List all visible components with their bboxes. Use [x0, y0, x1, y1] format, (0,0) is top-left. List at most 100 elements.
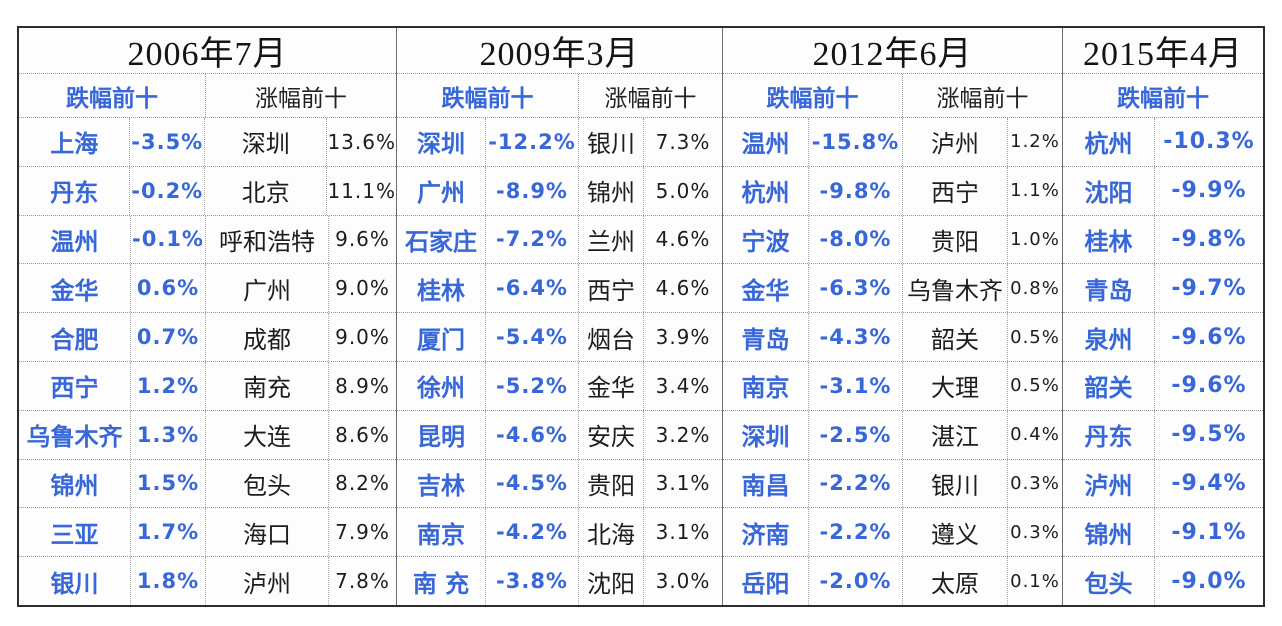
- table-row: 青岛 -4.3% 韶关 0.5%: [723, 313, 1062, 362]
- gain-pct: 0.1%: [1010, 570, 1060, 592]
- gain-pct: 9.0%: [335, 325, 390, 350]
- table-row: 石家庄 -7.2% 兰州 4.6%: [397, 215, 722, 265]
- gain-city: 泸州: [903, 118, 1008, 166]
- decline-pct: -9.5%: [1171, 422, 1247, 448]
- table-row: 沈阳 -9.9%: [1063, 166, 1263, 216]
- decline-pct: -9.9%: [1171, 178, 1247, 204]
- gain-pct: 9.6%: [335, 227, 390, 252]
- gain-pct: 8.6%: [335, 422, 390, 447]
- decline-pct: -3.1%: [809, 361, 903, 410]
- decline-city: 锦州: [1063, 508, 1155, 557]
- decline-city: 杭州: [723, 166, 809, 215]
- decline-pct: -2.0%: [809, 557, 903, 605]
- panel-rows: 温州 -15.8% 泸州 1.2% 杭州 -9.8% 西宁 1.1% 宁波 -8.0% 贵阳 1.0%…: [723, 118, 1062, 605]
- decline-city: 泸州: [1063, 459, 1155, 508]
- decline-pct: -6.4%: [486, 264, 579, 313]
- gain-city: 韶关: [903, 313, 1008, 361]
- decline-city: 岳阳: [723, 557, 809, 605]
- decline-city: 广州: [397, 166, 486, 215]
- decline-pct: 1.7%: [131, 508, 206, 557]
- gain-top10-header: 涨幅前十: [255, 85, 347, 112]
- table-row: 温州 -0.1% 呼和浩特 9.6%: [19, 215, 396, 265]
- decline-pct: -2.2%: [809, 459, 903, 508]
- decline-pct: -4.6%: [486, 410, 579, 459]
- gain-city: 深圳: [205, 118, 328, 166]
- decline-pct: -8.0%: [809, 215, 903, 264]
- decline-city: 南 充: [397, 557, 486, 605]
- table-row: 上海 -3.5% 深圳 13.6%: [19, 118, 396, 167]
- gain-pct: 4.6%: [655, 276, 711, 301]
- table-row: 桂林 -9.8%: [1063, 215, 1263, 265]
- table-row: 金华 -6.3% 乌鲁木齐 0.8%: [723, 264, 1062, 314]
- subheader-row: 跌幅前十 涨幅前十: [19, 74, 396, 118]
- decline-city: 三亚: [19, 508, 131, 557]
- gain-city: 安庆: [579, 410, 644, 459]
- decline-pct: -9.8%: [1171, 226, 1247, 252]
- gain-pct: 0.4%: [1010, 424, 1060, 446]
- gain-pct: 0.3%: [1010, 521, 1060, 543]
- decline-pct: 1.3%: [131, 410, 206, 459]
- subheader-row: 跌幅前十 涨幅前十: [723, 74, 1062, 118]
- panel-2015-04: 2015年4月 跌幅前十 杭州 -10.3% 沈阳 -9.9% 桂林 -9.8% 青岛 -9.…: [1063, 28, 1263, 605]
- decline-city: 桂林: [1063, 215, 1155, 264]
- decline-pct: -8.9%: [486, 166, 579, 215]
- panel-2009-03: 2009年3月 跌幅前十 涨幅前十 深圳 -12.2% 银川 7.3% 广州 -8.9% 锦…: [397, 28, 723, 605]
- table-row: 广州 -8.9% 锦州 5.0%: [397, 166, 722, 216]
- gain-pct: 5.0%: [655, 178, 711, 203]
- gain-city: 银川: [579, 118, 644, 166]
- subheader-row: 跌幅前十 涨幅前十: [397, 74, 722, 118]
- decline-city: 上海: [19, 118, 131, 166]
- table-row: 三亚 1.7% 海口 7.9%: [19, 508, 396, 558]
- decline-pct: -4.2%: [486, 508, 579, 557]
- gain-city: 广州: [206, 264, 329, 313]
- panel-date: 2012年6月: [723, 28, 1062, 74]
- decline-top10-header: 跌幅前十: [19, 74, 206, 117]
- table-row: 岳阳 -2.0% 太原 0.1%: [723, 557, 1062, 605]
- table-row: 厦门 -5.4% 烟台 3.9%: [397, 313, 722, 362]
- gain-city: 贵阳: [579, 459, 644, 508]
- decline-city: 青岛: [723, 313, 809, 361]
- gain-city: 西宁: [579, 264, 644, 313]
- table-row: 丹东 -9.5%: [1063, 410, 1263, 460]
- gain-city: 成都: [206, 313, 329, 361]
- decline-pct: 1.2%: [131, 361, 206, 410]
- decline-city: 桂林: [397, 264, 486, 313]
- decline-city: 宁波: [723, 215, 809, 264]
- decline-city: 南京: [723, 361, 809, 410]
- gain-top10-header: 涨幅前十: [936, 85, 1029, 112]
- table-row: 徐州 -5.2% 金华 3.4%: [397, 361, 722, 411]
- decline-pct: -12.2%: [486, 118, 579, 166]
- gain-city: 大连: [206, 410, 329, 459]
- decline-top10-header: 跌幅前十: [723, 74, 903, 117]
- table-row: 南昌 -2.2% 银川 0.3%: [723, 459, 1062, 509]
- panel-rows: 杭州 -10.3% 沈阳 -9.9% 桂林 -9.8% 青岛 -9.7% 泉州 -9.6% 韶关 -9…: [1063, 118, 1263, 605]
- decline-pct: 0.6%: [131, 264, 206, 313]
- decline-city: 锦州: [19, 459, 131, 508]
- table-row: 青岛 -9.7%: [1063, 264, 1263, 314]
- decline-city: 丹东: [19, 166, 131, 215]
- gain-city: 贵阳: [903, 215, 1008, 264]
- gain-pct: 3.2%: [655, 422, 711, 447]
- gain-pct: 11.1%: [327, 178, 396, 203]
- city-price-change-table: 2006年7月 跌幅前十 涨幅前十 上海 -3.5% 深圳 13.6% 丹东 -0.2% 北…: [17, 26, 1265, 607]
- decline-pct: 1.8%: [131, 557, 206, 605]
- decline-city: 泉州: [1063, 313, 1155, 361]
- decline-pct: -5.4%: [486, 313, 579, 361]
- decline-pct: -2.5%: [809, 410, 903, 459]
- gain-pct: 0.5%: [1010, 326, 1060, 348]
- gain-pct: 3.1%: [655, 520, 711, 545]
- gain-city: 呼和浩特: [206, 215, 329, 264]
- gain-pct: 3.9%: [655, 325, 711, 350]
- table-row: 宁波 -8.0% 贵阳 1.0%: [723, 215, 1062, 265]
- gain-pct: 7.3%: [655, 129, 711, 154]
- decline-city: 金华: [19, 264, 131, 313]
- table-row: 银川 1.8% 泸州 7.8%: [19, 557, 396, 605]
- gain-top10-header: 涨幅前十: [604, 85, 697, 112]
- table-row: 深圳 -2.5% 湛江 0.4%: [723, 410, 1062, 460]
- gain-city: 西宁: [903, 166, 1008, 215]
- gain-city: 兰州: [579, 215, 644, 264]
- gain-pct: 0.8%: [1010, 277, 1060, 299]
- decline-city: 乌鲁木齐: [19, 410, 131, 459]
- decline-pct: -9.1%: [1171, 519, 1247, 545]
- table-row: 桂林 -6.4% 西宁 4.6%: [397, 264, 722, 314]
